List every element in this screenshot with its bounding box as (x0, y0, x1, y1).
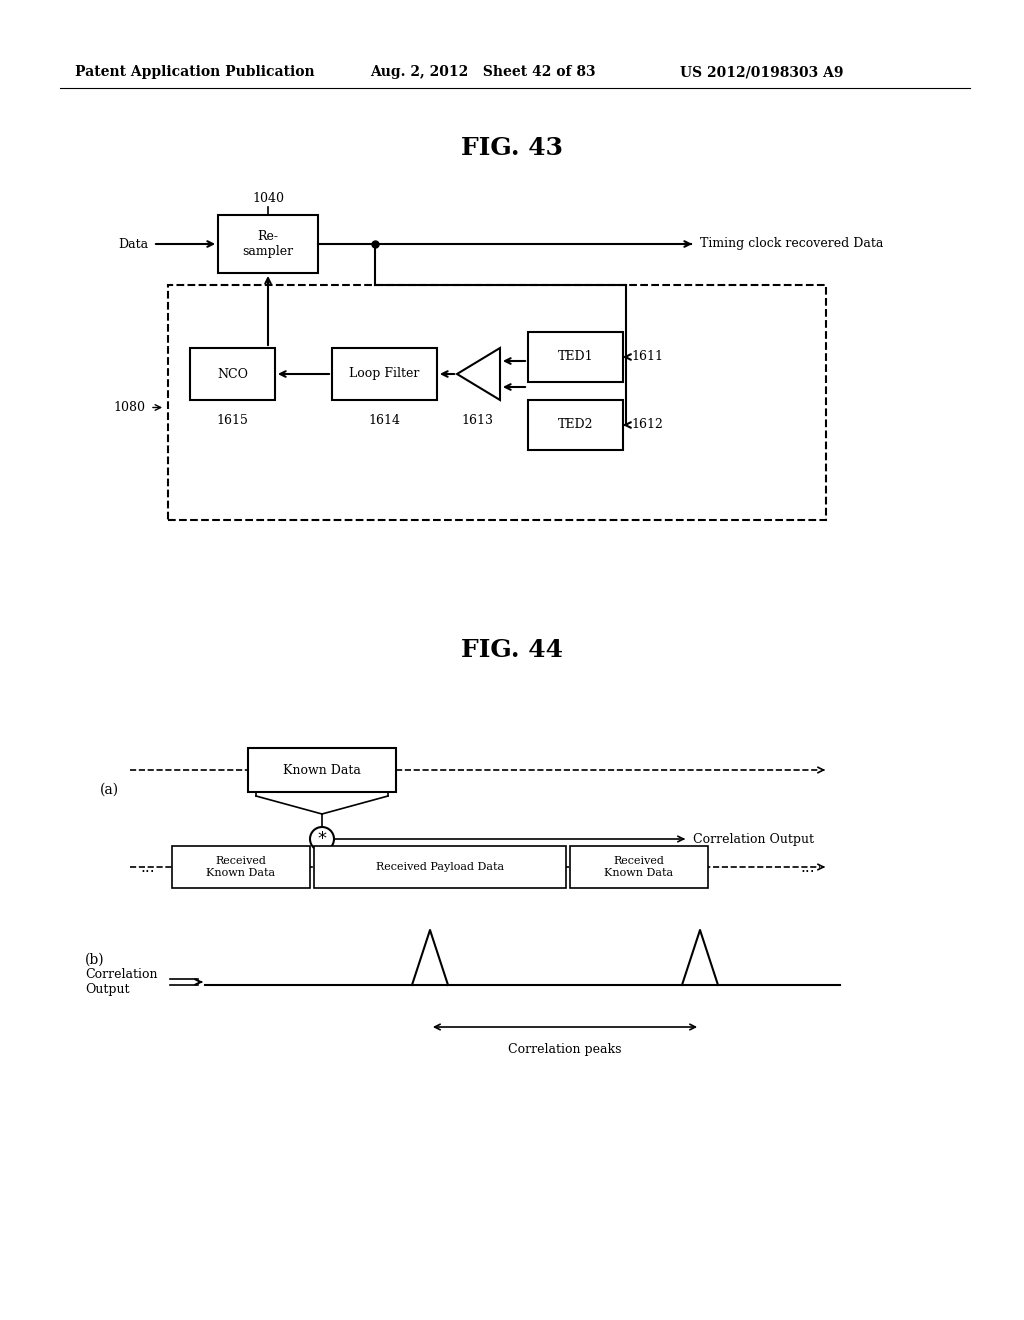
FancyBboxPatch shape (190, 348, 275, 400)
Text: FIG. 44: FIG. 44 (461, 638, 563, 663)
Text: Received
Known Data: Received Known Data (207, 857, 275, 878)
Text: FIG. 43: FIG. 43 (461, 136, 563, 160)
Text: Output: Output (85, 983, 129, 997)
Text: 1615: 1615 (216, 413, 249, 426)
FancyBboxPatch shape (570, 846, 708, 888)
FancyBboxPatch shape (168, 285, 826, 520)
Text: (b): (b) (85, 953, 104, 968)
Text: ...: ... (140, 859, 156, 874)
FancyBboxPatch shape (248, 748, 396, 792)
Text: Received
Known Data: Received Known Data (604, 857, 674, 878)
Text: (a): (a) (100, 783, 119, 797)
Text: TED2: TED2 (558, 418, 593, 432)
Text: 1080: 1080 (113, 401, 145, 414)
Text: 1612: 1612 (631, 418, 663, 432)
FancyBboxPatch shape (314, 846, 566, 888)
FancyBboxPatch shape (218, 215, 318, 273)
Text: Correlation: Correlation (85, 969, 158, 982)
FancyBboxPatch shape (332, 348, 437, 400)
Text: Correlation peaks: Correlation peaks (508, 1043, 622, 1056)
Text: Re-
sampler: Re- sampler (243, 230, 294, 257)
Text: *: * (317, 830, 327, 847)
Text: 1611: 1611 (631, 351, 663, 363)
Polygon shape (457, 348, 500, 400)
Text: Timing clock recovered Data: Timing clock recovered Data (700, 238, 884, 251)
Text: Received Payload Data: Received Payload Data (376, 862, 504, 873)
Text: NCO: NCO (217, 367, 248, 380)
FancyBboxPatch shape (528, 400, 623, 450)
FancyBboxPatch shape (528, 333, 623, 381)
Text: 1613: 1613 (461, 413, 493, 426)
Text: Patent Application Publication: Patent Application Publication (75, 65, 314, 79)
Text: TED1: TED1 (558, 351, 593, 363)
Text: Loop Filter: Loop Filter (349, 367, 420, 380)
Text: 1614: 1614 (369, 413, 400, 426)
Text: Known Data: Known Data (283, 763, 360, 776)
Text: Data: Data (118, 238, 148, 251)
Text: ...: ... (801, 859, 815, 874)
FancyBboxPatch shape (172, 846, 310, 888)
Text: 1040: 1040 (252, 193, 284, 206)
Text: Correlation Output: Correlation Output (693, 833, 814, 846)
Text: Aug. 2, 2012   Sheet 42 of 83: Aug. 2, 2012 Sheet 42 of 83 (370, 65, 596, 79)
Text: US 2012/0198303 A9: US 2012/0198303 A9 (680, 65, 844, 79)
